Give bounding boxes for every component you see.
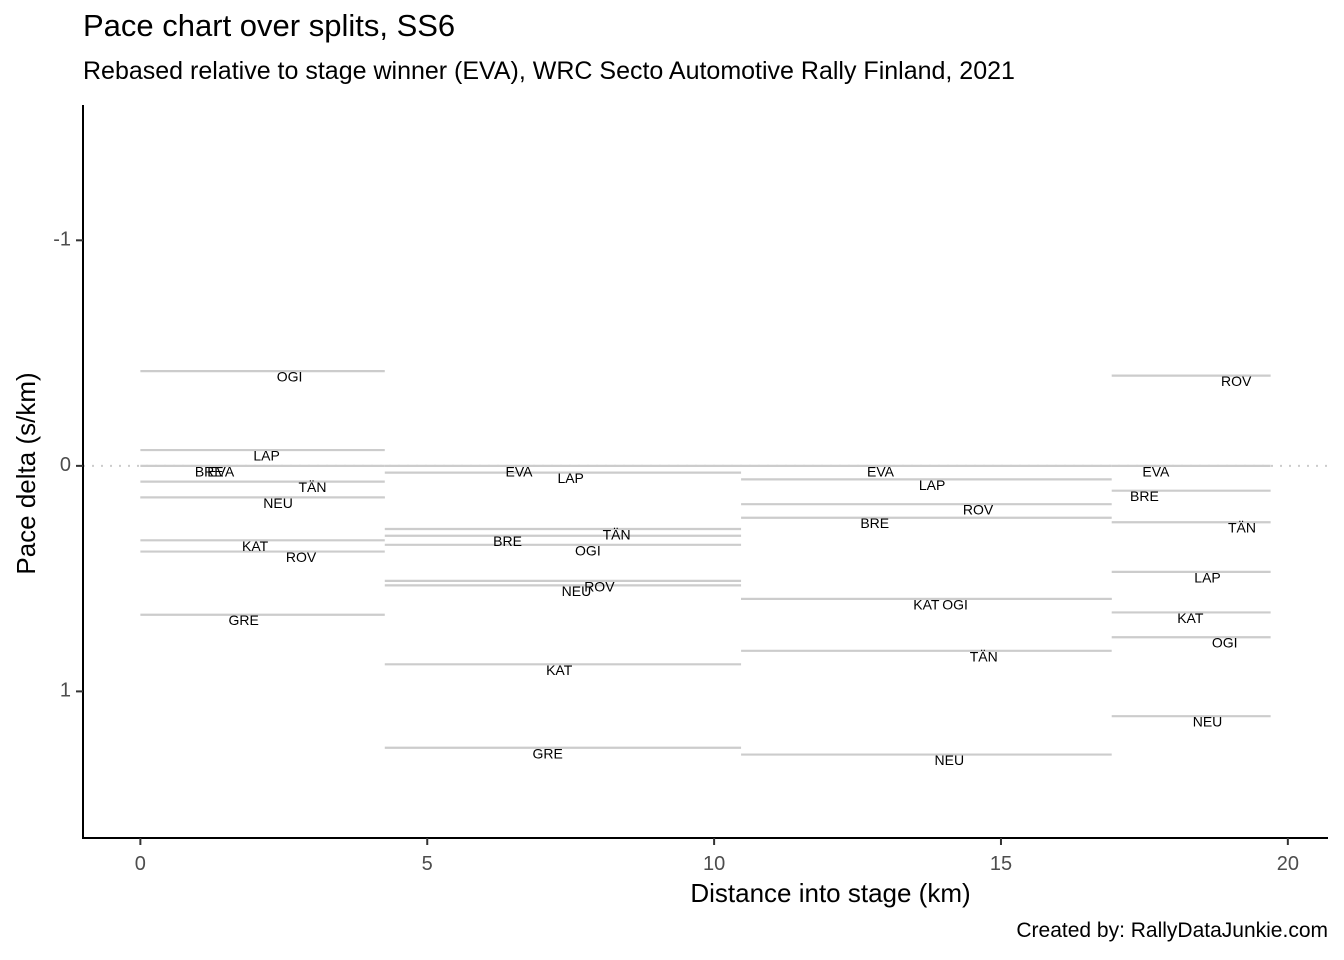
driver-label: NEU bbox=[935, 752, 965, 768]
driver-label: TÄN bbox=[603, 526, 631, 542]
driver-label: ROV bbox=[584, 578, 615, 594]
driver-label: KAT bbox=[1177, 610, 1204, 626]
driver-label: KAT bbox=[913, 596, 940, 612]
driver-label: BRE bbox=[493, 533, 522, 549]
x-tick-label: 10 bbox=[703, 853, 725, 875]
driver-label: GRE bbox=[533, 745, 563, 761]
driver-label: TÄN bbox=[1228, 520, 1256, 536]
y-tick-label: 0 bbox=[60, 454, 71, 476]
driver-label: GRE bbox=[228, 612, 258, 628]
driver-label: TÄN bbox=[970, 648, 998, 664]
driver-label: NEU bbox=[263, 495, 293, 511]
y-tick-label: 1 bbox=[60, 680, 71, 702]
driver-label: BRE bbox=[195, 463, 224, 479]
driver-label: LAP bbox=[253, 448, 279, 464]
driver-label: EVA bbox=[207, 463, 235, 479]
x-tick-label: 20 bbox=[1277, 853, 1299, 875]
driver-label: KAT bbox=[546, 662, 573, 678]
y-tick-label: -1 bbox=[53, 229, 71, 251]
driver-label: ROV bbox=[286, 549, 317, 565]
driver-label: NEU bbox=[1193, 714, 1223, 730]
driver-label: LAP bbox=[919, 477, 945, 493]
y-axis-title: Pace delta (s/km) bbox=[11, 372, 41, 574]
driver-label: OGI bbox=[1212, 635, 1238, 651]
driver-label: OGI bbox=[942, 596, 968, 612]
x-tick-label: 5 bbox=[422, 853, 433, 875]
driver-label: ROV bbox=[963, 502, 994, 518]
driver-label: BRE bbox=[860, 515, 889, 531]
driver-label: KAT bbox=[242, 538, 269, 554]
x-axis-title: Distance into stage (km) bbox=[690, 878, 970, 908]
driver-label: TÄN bbox=[298, 479, 326, 495]
driver-label: EVA bbox=[506, 463, 534, 479]
driver-label: OGI bbox=[277, 369, 303, 385]
driver-label: BRE bbox=[1130, 488, 1159, 504]
chart-title: Pace chart over splits, SS6 bbox=[83, 8, 456, 43]
driver-label: OGI bbox=[575, 542, 601, 558]
chart-caption: Created by: RallyDataJunkie.com bbox=[1016, 919, 1328, 942]
axes-layer: 0 5 10 15 20 -1 0 1 Distance into stage (km) Pace… bbox=[11, 105, 1328, 908]
driver-label: LAP bbox=[557, 470, 583, 486]
driver-label: NEU bbox=[562, 583, 592, 599]
x-tick-label: 0 bbox=[135, 853, 146, 875]
driver-label: EVA bbox=[1142, 463, 1170, 479]
segments-layer bbox=[140, 370, 1271, 756]
driver-label: EVA bbox=[867, 463, 895, 479]
driver-label: LAP bbox=[1194, 569, 1220, 585]
x-tick-label: 15 bbox=[990, 853, 1012, 875]
driver-label: ROV bbox=[1221, 373, 1252, 389]
chart-subtitle: Rebased relative to stage winner (EVA), … bbox=[83, 57, 1015, 85]
